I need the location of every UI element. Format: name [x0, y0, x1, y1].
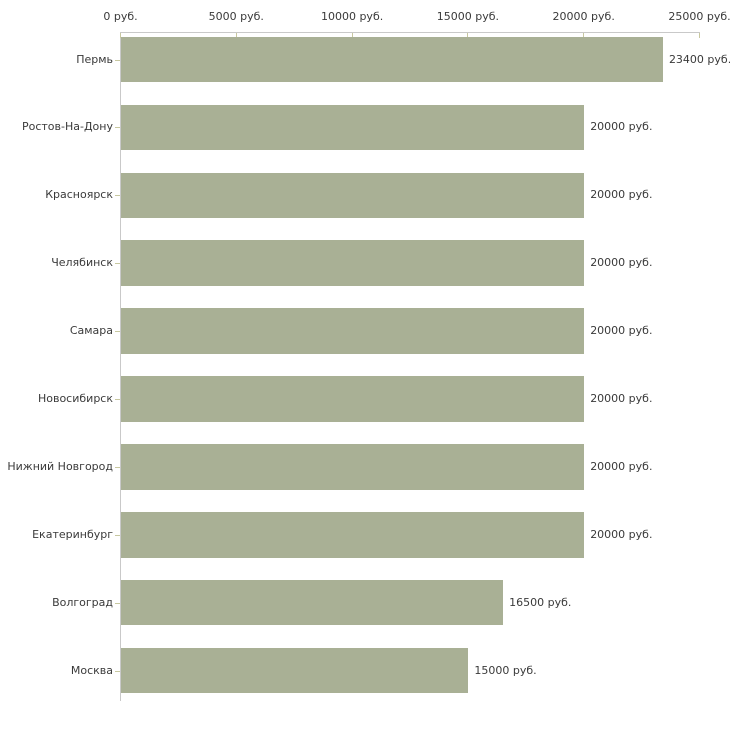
value-label: 15000 руб. [474, 663, 537, 677]
y-tick [115, 602, 120, 604]
y-tick [115, 263, 120, 265]
x-tick-label: 10000 руб. [320, 10, 384, 23]
bar [121, 308, 585, 354]
value-label: 20000 руб. [590, 459, 653, 473]
category-label: Самара [69, 324, 113, 338]
y-tick [115, 195, 120, 197]
x-tick [351, 32, 353, 38]
value-label: 20000 руб. [590, 392, 653, 405]
x-tick-label: 15000 руб. [436, 10, 500, 23]
category-label: Ростов-На-Дону [21, 120, 113, 134]
y-tick [115, 59, 120, 61]
bar [121, 172, 585, 219]
y-tick [115, 331, 120, 333]
category-label: Нижний Новгород [7, 459, 113, 473]
x-tick [235, 32, 237, 38]
value-label: 20000 руб. [590, 324, 653, 338]
x-tick [583, 32, 585, 38]
category-label: Москва [70, 663, 113, 677]
y-tick [115, 399, 120, 400]
x-axis-line [120, 31, 700, 33]
bar [121, 36, 663, 83]
bar [121, 104, 585, 151]
x-tick [120, 32, 121, 38]
value-label: 23400 руб. [668, 52, 730, 66]
x-tick [699, 32, 700, 38]
category-label: Челябинск [51, 256, 113, 270]
y-axis-line [120, 31, 121, 701]
category-label: Новосибирск [37, 392, 113, 405]
value-label: 20000 руб. [590, 527, 653, 541]
value-label: 20000 руб. [590, 256, 653, 270]
x-tick-label: 5000 руб. [208, 10, 264, 23]
x-tick-label: 25000 руб. [668, 10, 730, 23]
value-label: 16500 руб. [509, 595, 572, 609]
bar [121, 512, 585, 558]
y-tick [115, 466, 120, 468]
x-tick [467, 32, 469, 38]
y-tick [115, 670, 120, 672]
bar [121, 240, 585, 286]
value-label: 20000 руб. [590, 188, 653, 202]
bar [121, 444, 585, 490]
x-tick-label: 20000 руб. [552, 10, 615, 23]
bar [121, 376, 585, 422]
bar [121, 647, 469, 694]
category-label: Екатеринбург [32, 527, 113, 541]
value-label: 20000 руб. [590, 120, 653, 134]
x-tick-label: 0 руб. [103, 10, 138, 23]
category-label: Волгоград [52, 595, 113, 609]
y-tick [115, 534, 120, 536]
category-label: Красноярск [45, 188, 113, 202]
bar [121, 579, 504, 626]
category-label: Пермь [76, 52, 113, 66]
y-tick [115, 127, 120, 129]
